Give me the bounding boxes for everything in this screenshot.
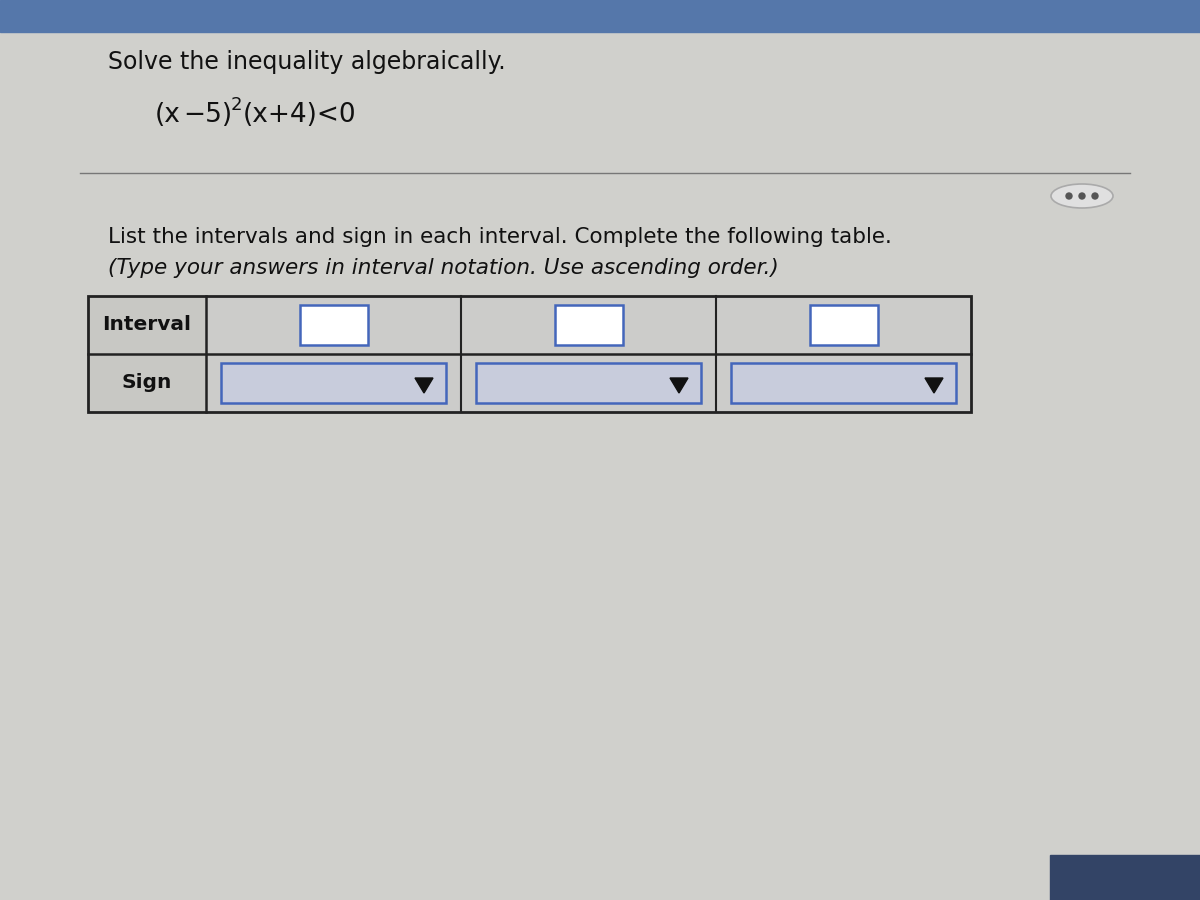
Circle shape (1066, 193, 1072, 199)
Bar (300, 305, 367, 345)
Text: Interval: Interval (102, 316, 192, 335)
Bar (206, 296, 971, 412)
Text: −5): −5) (182, 102, 232, 128)
Text: 2: 2 (230, 96, 242, 114)
Bar (554, 305, 623, 345)
Text: Solve the inequality algebraically.: Solve the inequality algebraically. (108, 50, 505, 74)
Text: (x+4)<0: (x+4)<0 (242, 102, 356, 128)
Bar (476, 363, 701, 403)
Text: List the intervals and sign in each interval. Complete the following table.: List the intervals and sign in each inte… (108, 227, 892, 247)
Text: (Type your answers in interval notation. Use ascending order.): (Type your answers in interval notation.… (108, 258, 779, 278)
Text: (x: (x (155, 102, 181, 128)
Polygon shape (415, 378, 433, 393)
Bar (1050, 855, 1200, 900)
Circle shape (1079, 193, 1085, 199)
Bar (88, 296, 971, 412)
Text: Sign: Sign (122, 374, 172, 392)
Bar (731, 363, 956, 403)
Bar (0, 0, 1200, 32)
Bar (810, 305, 877, 345)
Bar (221, 363, 446, 403)
Bar (88, 296, 206, 412)
Ellipse shape (1051, 184, 1114, 208)
Circle shape (1092, 193, 1098, 199)
Polygon shape (925, 378, 943, 393)
Polygon shape (670, 378, 688, 393)
